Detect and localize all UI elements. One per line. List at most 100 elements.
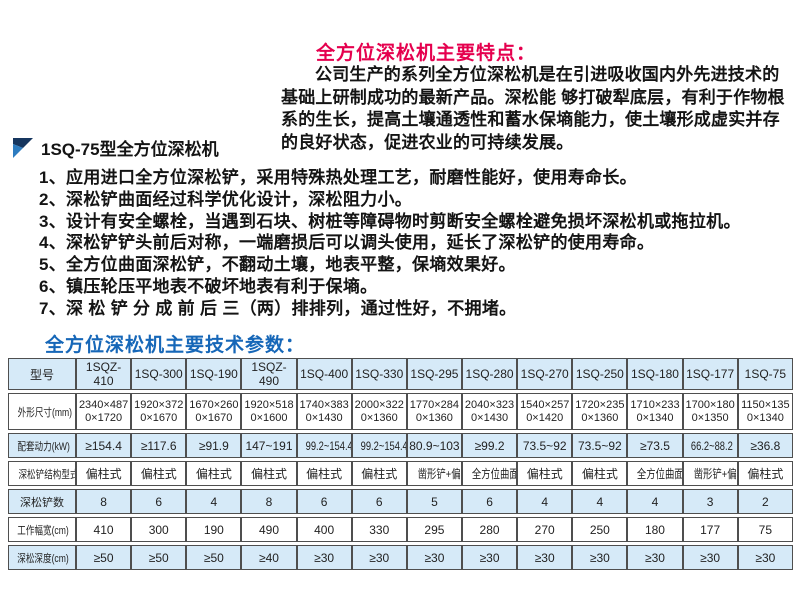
param-cell: 66.2~88.2 — [682, 433, 738, 458]
param-cell: 177 — [682, 517, 738, 542]
param-cell: ≥36.8 — [737, 433, 793, 458]
feature-item: 1、应用进口全方位深松铲，采用特殊热处理工艺，耐磨性能好，使用寿命长。 — [39, 168, 637, 187]
param-cell: ≥99.2 — [461, 433, 518, 458]
param-cell: 6 — [131, 489, 187, 514]
param-cell: 330 — [351, 517, 407, 542]
param-cell: 1540×2570×1420 — [517, 393, 573, 430]
features-title: 全方位深松机主要特点： — [316, 43, 537, 64]
param-cell: 3 — [682, 489, 738, 514]
cell-text: 全方位曲面铲 — [637, 467, 681, 481]
param-cell: 73.5~92 — [517, 433, 573, 458]
param-cell: ≥117.6 — [131, 433, 187, 458]
param-cell: ≥30 — [627, 545, 683, 570]
model-header: 1SQ-270 — [517, 358, 573, 390]
model-header: 1SQ-280 — [461, 358, 518, 390]
param-cell: 4 — [572, 489, 628, 514]
param-cell: 6 — [296, 489, 352, 514]
param-cell: 8 — [76, 489, 132, 514]
param-cell: 全方位曲面铲 — [461, 461, 518, 486]
param-cell: 300 — [131, 517, 187, 542]
cell-text: 99.2~154.4 — [305, 438, 352, 453]
param-cell: 凿形铲+偏柱式 — [682, 461, 738, 486]
param-cell: ≥30 — [461, 545, 518, 570]
intro-paragraph: 公司生产的系列全方位深松机是在引进吸收国内外先进技术的基础上研制成功的最新产品。… — [281, 65, 785, 152]
model-header: 1SQ-300 — [131, 358, 187, 390]
model-header: 1SQ-75 — [737, 358, 793, 390]
param-cell: 偏柱式 — [351, 461, 407, 486]
model-header: 1SQ-180 — [627, 358, 683, 390]
param-cell: 73.5~92 — [572, 433, 628, 458]
feature-item: 2、深松铲曲面经过科学优化设计，深松阻力小。 — [39, 189, 413, 209]
param-cell: 全方位曲面铲 — [627, 461, 683, 486]
cell-text: 工作幅宽(cm) — [17, 524, 69, 537]
param-cell: ≥30 — [737, 545, 793, 570]
param-cell: 1740×3830×1430 — [296, 393, 352, 430]
param-cell: ≥30 — [406, 545, 462, 570]
product-heading: 1SQ-75型全方位深松机 — [13, 135, 219, 160]
param-cell: ≥40 — [241, 545, 297, 570]
model-header: 1SQZ-490 — [241, 358, 297, 390]
param-cell: 410 — [76, 517, 132, 542]
model-header: 1SQ-250 — [572, 358, 628, 390]
param-cell: 270 — [517, 517, 573, 542]
param-cell: 250 — [572, 517, 628, 542]
row-label: 外形尺寸(mm) — [8, 393, 76, 430]
param-cell: 偏柱式 — [186, 461, 242, 486]
model-header: 1SQ-177 — [682, 358, 738, 390]
param-cell: 6 — [351, 489, 407, 514]
feature-item: 7、深 松 铲 分 成 前 后 三（两）排排列，通过性好，不拥堵。 — [39, 298, 517, 318]
param-cell: ≥50 — [131, 545, 187, 570]
param-cell: 147~191 — [241, 433, 297, 458]
param-cell: ≥73.5 — [627, 433, 683, 458]
row-label: 深松铲结构型式 — [8, 461, 76, 486]
model-column-header: 型号 — [8, 358, 76, 390]
feature-item: 3、设计有安全螺栓，当遇到石块、树桩等障碍物时剪断安全螺栓避免损坏深松机或拖拉机… — [39, 211, 741, 231]
param-cell: 偏柱式 — [241, 461, 297, 486]
param-cell: 400 — [296, 517, 352, 542]
param-cell: 1150×1350×1340 — [737, 393, 793, 430]
row-label: 配套动力(kW) — [8, 433, 76, 458]
model-header: 1SQ-330 — [351, 358, 407, 390]
param-cell: ≥30 — [682, 545, 738, 570]
param-cell: 偏柱式 — [517, 461, 573, 486]
cell-text: 凿形铲+偏柱式 — [693, 467, 737, 481]
param-cell: 190 — [186, 517, 242, 542]
cell-text: 深松深度(cm) — [17, 552, 69, 565]
param-cell: ≥30 — [572, 545, 628, 570]
param-cell: 偏柱式 — [572, 461, 628, 486]
param-cell: 280 — [461, 517, 518, 542]
params-table: 型号 1SQZ-410 1SQ-300 1SQ-190 1SQZ-490 1SQ-400 1… — [8, 355, 793, 573]
param-cell: 2000×3220×1360 — [351, 393, 407, 430]
param-cell: 1670×2600×1670 — [186, 393, 242, 430]
model-header: 1SQ-190 — [186, 358, 242, 390]
cell-text: 深松铲结构型式 — [18, 468, 76, 481]
param-cell: 1710×2330×1340 — [627, 393, 683, 430]
feature-item: 6、镇压轮压平地表不破坏地表有利于保墒。 — [39, 276, 378, 296]
param-cell: 偏柱式 — [76, 461, 132, 486]
cell-text: 外形尺寸(mm) — [17, 406, 72, 419]
cell-text: 凿形铲+偏柱式 — [417, 467, 461, 481]
row-label: 深松铲数 — [8, 489, 76, 514]
param-cell: 凿形铲+偏柱式 — [406, 461, 462, 486]
row-label: 工作幅宽(cm) — [8, 517, 76, 542]
features-list: 1、应用进口全方位深松铲，采用特殊热处理工艺，耐磨性能好，使用寿命长。 2、深松铲… — [39, 167, 787, 320]
row-label: 深松深度(cm) — [8, 545, 76, 570]
feature-item: 5、全方位曲面深松铲，不翻动土壤，地表平整，保墒效果好。 — [39, 255, 516, 275]
param-cell: 1920×5180×1600 — [241, 393, 297, 430]
param-cell: 99.2~154.4 — [296, 433, 352, 458]
param-cell: 1770×2840×1360 — [406, 393, 462, 430]
params-title: 全方位深松机主要技术参数： — [45, 335, 306, 356]
company-logo-icon — [13, 137, 33, 158]
cell-text: 配套动力(kW) — [17, 440, 70, 453]
param-cell: 8 — [241, 489, 297, 514]
param-cell: 1700×1800×1350 — [682, 393, 738, 430]
param-cell: 偏柱式 — [737, 461, 793, 486]
model-header: 1SQZ-410 — [76, 358, 132, 390]
model-header: 1SQ-400 — [296, 358, 352, 390]
param-cell: 80.9~103 — [406, 433, 462, 458]
param-cell: ≥30 — [296, 545, 352, 570]
product-heading-label: 1SQ-75型全方位深松机 — [41, 140, 219, 159]
feature-item: 4、深松铲铲头前后对称，一端磨损后可以调头使用，延长了深松铲的使用寿命。 — [39, 233, 655, 253]
param-cell: 偏柱式 — [296, 461, 352, 486]
param-cell: 1920×3720×1670 — [131, 393, 187, 430]
